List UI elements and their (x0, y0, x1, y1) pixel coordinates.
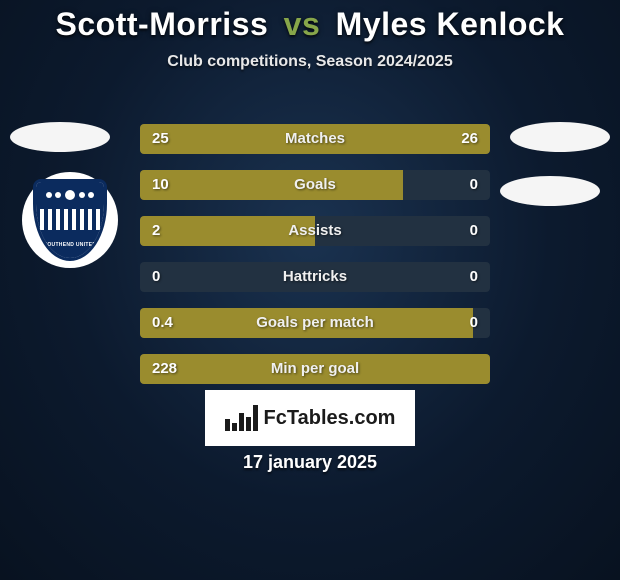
player2-badge-placeholder-2 (500, 176, 600, 206)
stat-label: Matches (140, 124, 490, 154)
logo-suffix: .com (349, 407, 396, 429)
stat-row: Hattricks0 0 (140, 262, 490, 292)
stat-row: Min per goal228 (140, 354, 490, 384)
page-title: Scott-Morriss vs Myles Kenlock (0, 6, 620, 43)
stat-label: Assists (140, 216, 490, 246)
stat-label: Goals per match (140, 308, 490, 338)
logo-bold: Tables (287, 407, 349, 429)
stat-value-right: 0 (470, 308, 478, 338)
player1-name: Scott-Morriss (56, 6, 269, 42)
stat-value-left: 2 (152, 216, 160, 246)
logo-text: FcTables.com (264, 407, 396, 430)
player1-badge-placeholder (10, 122, 110, 152)
subtitle: Club competitions, Season 2024/2025 (0, 53, 620, 71)
stat-value-left: 0 (152, 262, 160, 292)
stat-value-right: 0 (470, 170, 478, 200)
content-wrapper: Scott-Morriss vs Myles Kenlock Club comp… (0, 0, 620, 580)
comparison-bars: Matches2526Goals100Assists20Hattricks00G… (140, 124, 490, 400)
vs-label: vs (284, 6, 321, 42)
stat-label: Min per goal (140, 354, 490, 384)
crest-shield-icon: SOUTHEND UNITED (33, 179, 107, 261)
stat-label: Hattricks (140, 262, 490, 292)
player2-badge-placeholder-1 (510, 122, 610, 152)
stat-row: Goals per match0.4 0 (140, 308, 490, 338)
stat-value-right: 0 (470, 216, 478, 246)
stat-row: Matches25 26 (140, 124, 490, 154)
stat-label: Goals (140, 170, 490, 200)
stat-value-left: 10 (152, 170, 169, 200)
stat-row: Assists2 0 (140, 216, 490, 246)
date-label: 17 january 2025 (0, 452, 620, 473)
stat-value-right: 0 (470, 262, 478, 292)
stat-value-left: 228 (152, 354, 177, 384)
fctables-logo: FcTables.com (205, 390, 415, 446)
stat-value-left: 25 (152, 124, 169, 154)
stat-value-right: 26 (461, 124, 478, 154)
stat-value-left: 0.4 (152, 308, 173, 338)
bar-chart-icon (225, 405, 258, 431)
player1-club-crest: SOUTHEND UNITED (22, 172, 118, 268)
player2-name: Myles Kenlock (336, 6, 565, 42)
stat-row: Goals10 0 (140, 170, 490, 200)
crest-text: SOUTHEND UNITED (44, 242, 97, 248)
logo-prefix: Fc (264, 407, 287, 429)
